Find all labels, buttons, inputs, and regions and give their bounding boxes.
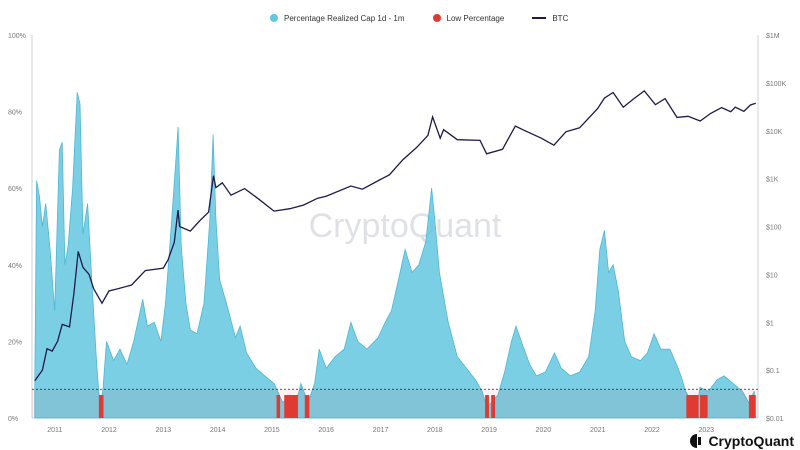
y-left-tick-label: 60% [8,186,22,193]
legend-label-btc: BTC [552,13,569,23]
legend-swatch-btc [532,17,547,19]
y-right-tick-label: $0.01 [766,416,784,423]
x-tick-label: 2017 [373,427,389,434]
x-tick-label: 2015 [264,427,280,434]
x-tick-label: 2021 [590,427,606,434]
legend-label-realized-cap: Percentage Realized Cap 1d - 1m [284,13,405,23]
low-percentage-bar-7 [700,395,708,418]
legend-item-low-percentage[interactable]: Low Percentage [432,13,505,23]
x-tick-label: 2020 [536,427,552,434]
series-area-realized-cap [34,92,755,419]
legend-item-btc[interactable]: BTC [532,14,568,23]
low-percentage-bar-1 [276,395,281,418]
watermark-text: CryptoQuant [309,207,502,245]
x-tick-label: 2016 [318,427,334,434]
legend-label-low-percentage: Low Percentage [446,13,505,23]
legend-swatch-realized-cap [270,14,278,22]
low-percentage-bar-2 [284,395,298,418]
y-left-tick-label: 40% [8,263,22,270]
low-percentage-bar-4 [485,395,489,418]
x-tick-label: 2018 [427,427,443,434]
low-percentage-bar-6 [686,395,699,418]
low-percentage-bar-5 [491,395,496,418]
y-right-tick-label: $10 [766,272,778,279]
y-right-tick-label: $1K [766,177,779,184]
y-left-tick-label: 100% [8,33,26,40]
chart-legend: Percentage Realized Cap 1d - 1m Low Perc… [270,10,568,26]
low-percentage-bar-0 [98,395,104,418]
legend-item-realized-cap[interactable]: Percentage Realized Cap 1d - 1m [270,14,405,23]
x-tick-label: 2013 [156,427,172,434]
low-percentage-bar-8 [748,395,756,418]
x-tick-label: 2023 [698,427,714,434]
series-line-btc [34,90,756,382]
brand-logo: CryptoQuant [689,433,794,449]
brand-logo-text: CryptoQuant [708,433,794,449]
x-tick-label: 2014 [210,427,226,434]
cryptoquant-logo-icon [690,434,705,448]
y-right-tick-label: $1M [766,33,780,40]
y-right-tick-label: $1 [766,320,774,327]
y-right-tick-label: $100 [766,225,782,232]
low-percentage-bar-3 [304,395,310,418]
x-tick-label: 2019 [481,427,497,434]
x-tick-label: 2012 [101,427,117,434]
y-right-tick-label: $100K [766,81,787,88]
y-right-tick-label: $0.1 [766,368,780,375]
y-left-tick-label: 80% [8,110,22,117]
legend-swatch-low-percentage [432,14,441,22]
x-tick-label: 2022 [644,427,660,434]
y-left-tick-label: 0% [8,416,18,423]
x-tick-label: 2011 [47,427,62,434]
y-right-tick-label: $10K [766,129,783,136]
threshold-band [32,389,758,418]
y-left-tick-label: 20% [8,339,22,346]
